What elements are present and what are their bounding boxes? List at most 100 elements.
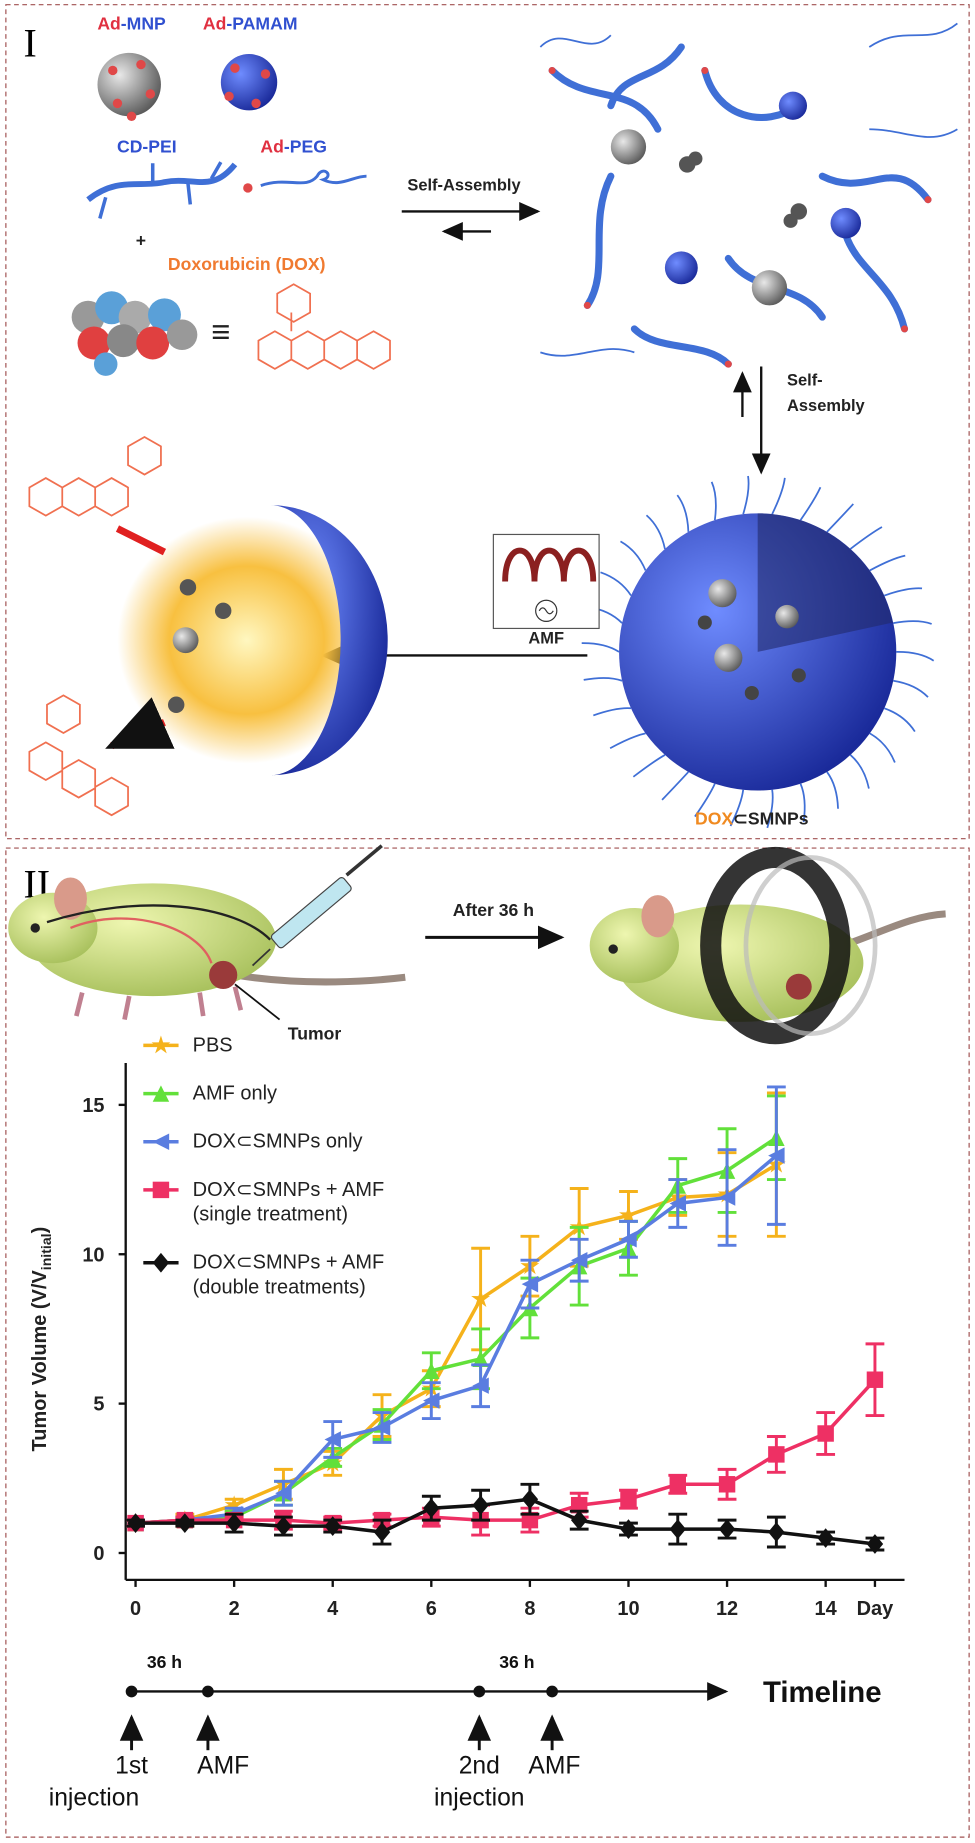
x-tick-label: 14 (815, 1598, 837, 1620)
event-arrows (119, 1714, 564, 1751)
product-label: DOX⊂SMNPs (695, 809, 809, 829)
data-point (373, 1419, 391, 1436)
timeline-title: Timeline (763, 1676, 882, 1709)
data-point (423, 1362, 440, 1379)
event-label: 1st (115, 1753, 148, 1780)
x-tick-label: Day (857, 1598, 894, 1620)
label-part: initial (38, 1233, 55, 1271)
legend-label: PBS (192, 1033, 233, 1056)
series-line (135, 1163, 778, 1525)
data-point (521, 1489, 539, 1510)
label-part: Ad (97, 13, 120, 33)
legend-label-box: PBS (192, 1033, 233, 1056)
data-point (471, 1289, 490, 1308)
event-label: AMF (528, 1753, 580, 1780)
data-point (152, 1252, 170, 1273)
data-point (768, 1446, 785, 1463)
label-part: -PAMAM (226, 13, 297, 33)
pamam (220, 54, 278, 111)
x-tick-label: 10 (617, 1598, 639, 1620)
equiv: ≡ (211, 313, 230, 350)
data-point (570, 1496, 588, 1514)
event-label: injection (434, 1784, 524, 1811)
data-point (768, 1147, 785, 1164)
plus: + (136, 231, 146, 251)
label-part: ⊂SMNPs (733, 809, 809, 829)
mouse-in-coil (589, 846, 946, 1045)
peg-chain (260, 169, 367, 187)
data-point (423, 1498, 440, 1519)
syringe (251, 844, 383, 967)
mnp (97, 52, 161, 117)
y-tick-label: 0 (93, 1543, 104, 1565)
event-label: AMF (197, 1753, 249, 1780)
pointer (234, 983, 281, 1021)
event-label: injection (49, 1784, 139, 1811)
y-axis-label: Tumor Volume (V/Vinitial) (16, 1092, 63, 1585)
data-point (570, 1510, 588, 1530)
data-point (866, 1371, 884, 1388)
annotation: Tumor (288, 1024, 342, 1044)
data-point (176, 1513, 194, 1533)
data-point (718, 1476, 736, 1493)
data-point (619, 1205, 638, 1224)
data-point (768, 1522, 785, 1542)
arrow-label: After 36 h (453, 900, 534, 920)
ad-dots (108, 59, 156, 121)
data-point (225, 1513, 243, 1533)
legend-label-box: DOX⊂SMNPs + AMF (double treatments) (192, 1250, 385, 1298)
data-point (521, 1511, 539, 1529)
panel-frame (5, 4, 970, 840)
legend-label: DOX⊂SMNPs only (192, 1129, 363, 1153)
data-point (817, 1528, 834, 1548)
data-point (472, 1350, 489, 1368)
legend-label: DOX⊂SMNPs + AMF (double treatments) (192, 1250, 385, 1298)
label-part: ) (28, 1226, 51, 1234)
arrow-label: Self-Assembly (407, 176, 521, 194)
amf-coil (492, 533, 600, 630)
ad-dot (243, 183, 253, 193)
legend-label: DOX⊂SMNPs + AMF (single treatment) (192, 1178, 385, 1226)
smnp (581, 475, 935, 829)
legend-label-box: DOX⊂SMNPs only (192, 1129, 363, 1153)
label-part: DOX (695, 809, 733, 829)
arrow-label: AMF (528, 630, 564, 648)
network (539, 22, 958, 368)
data-point (127, 1513, 144, 1533)
data-point (324, 1431, 341, 1448)
label-part: Tumor Volume (V/V (28, 1270, 51, 1452)
released-smnp (112, 505, 388, 775)
chart: 0 5 10 15 0 2 4 6 8 10 12 14 Day PBS AMF only DOX⊂SMNPs… (82, 1033, 905, 1620)
data-point (718, 1189, 736, 1206)
x-tick-label: 12 (716, 1598, 738, 1620)
data-point (570, 1251, 588, 1269)
y-axis-label-box: Tumor Volume (V/Vinitial) (16, 1092, 63, 1585)
data-point (669, 1519, 686, 1539)
label-part: -MNP (121, 13, 166, 33)
data-point (620, 1490, 637, 1508)
dox-structure (28, 435, 162, 817)
dox-label: Doxorubicin (DOX) (168, 254, 326, 274)
data-point (423, 1392, 440, 1409)
component-label: Ad-PAMAM (203, 13, 298, 33)
legend-label: AMF only (192, 1081, 277, 1105)
data-point (521, 1275, 539, 1293)
interval-label: 36 h (499, 1652, 534, 1672)
series-line (135, 1497, 876, 1546)
data-point (620, 1231, 637, 1248)
y-tick-label: 10 (82, 1244, 104, 1266)
mouse (8, 877, 406, 1021)
dox-model (71, 291, 198, 376)
legend-label-box: AMF only (192, 1081, 277, 1105)
ad-dots (224, 63, 271, 109)
interval-label: 36 h (147, 1652, 182, 1672)
x-tick-label: 0 (130, 1598, 141, 1620)
pei-branch (98, 161, 223, 219)
panel-frame (5, 847, 970, 1838)
label-part: Ad (260, 137, 283, 157)
data-point (152, 1181, 170, 1199)
data-point (472, 1377, 489, 1394)
x-tick-label: 8 (524, 1598, 535, 1620)
